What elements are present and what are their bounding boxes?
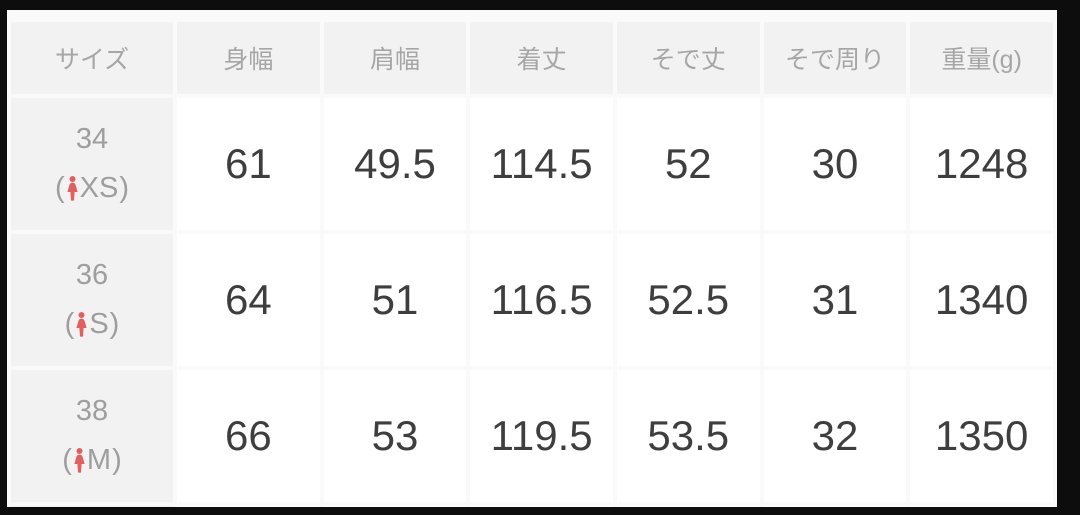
measurement-cell xyxy=(616,506,760,507)
measurement-cell: 52.5 xyxy=(616,234,760,366)
size-letter: M xyxy=(86,444,112,476)
size-number: 34 xyxy=(75,123,109,155)
table-row-partial xyxy=(11,506,1053,507)
size-letter: XS xyxy=(79,172,119,204)
woman-icon xyxy=(66,176,79,201)
size-label: ( S) xyxy=(12,308,172,341)
size-letter: S xyxy=(89,308,109,340)
measurement-cell: 49.5 xyxy=(323,98,467,230)
measurement-cell: 1340 xyxy=(910,234,1053,366)
measurement-cell: 114.5 xyxy=(470,98,613,230)
size-cell: 36 ( S) xyxy=(11,234,173,366)
size-cell: 38 ( M) xyxy=(11,370,173,502)
measurement-cell: 66 xyxy=(177,370,320,502)
measurement-cell xyxy=(470,506,613,507)
size-cell: 34 ( XS) xyxy=(11,98,173,230)
measurement-cell: 53 xyxy=(323,370,467,502)
table-row: 34 ( XS) 61 49.5 114.5 52 30 1248 xyxy=(11,98,1053,230)
header-cell-body-width: 身幅 xyxy=(177,22,320,94)
measurement-cell: 31 xyxy=(763,234,907,366)
size-label: ( XS) xyxy=(12,172,172,205)
measurement-cell xyxy=(763,506,907,507)
measurement-cell: 51 xyxy=(323,234,467,366)
measurement-cell xyxy=(323,506,467,507)
open-paren: ( xyxy=(64,308,75,340)
close-paren: ) xyxy=(112,444,122,476)
open-paren: ( xyxy=(62,444,72,476)
size-chart-panel: サイズ 身幅 肩幅 着丈 そで丈 そで周り 重量(g) 34 ( XS) 61 4… xyxy=(7,10,1057,507)
header-cell-size: サイズ xyxy=(11,22,173,94)
header-row: サイズ 身幅 肩幅 着丈 そで丈 そで周り 重量(g) xyxy=(11,22,1053,94)
size-chart-table: サイズ 身幅 肩幅 着丈 そで丈 そで周り 重量(g) 34 ( XS) 61 4… xyxy=(7,18,1057,507)
header-cell-sleeve-circumference: そで周り xyxy=(763,22,907,94)
size-label: ( M) xyxy=(12,444,172,477)
size-number: 38 xyxy=(75,395,109,427)
measurement-cell xyxy=(910,506,1053,507)
measurement-cell: 53.5 xyxy=(616,370,760,502)
header-cell-shoulder-width: 肩幅 xyxy=(323,22,467,94)
table-row: 38 ( M) 66 53 119.5 53.5 32 1350 xyxy=(11,370,1053,502)
measurement-cell: 116.5 xyxy=(470,234,613,366)
measurement-cell: 30 xyxy=(763,98,907,230)
measurement-cell: 1350 xyxy=(910,370,1053,502)
measurement-cell: 119.5 xyxy=(470,370,613,502)
close-paren: ) xyxy=(109,308,120,340)
close-paren: ) xyxy=(119,172,130,204)
size-number: 36 xyxy=(75,259,109,291)
header-cell-sleeve-length: そで丈 xyxy=(616,22,760,94)
measurement-cell: 52 xyxy=(616,98,760,230)
measurement-cell: 61 xyxy=(177,98,320,230)
size-cell xyxy=(11,506,173,507)
measurement-cell: 32 xyxy=(763,370,907,502)
header-cell-length: 着丈 xyxy=(470,22,613,94)
letterbox-bottom-bar xyxy=(0,507,1080,515)
measurement-cell xyxy=(177,506,320,507)
woman-icon xyxy=(75,312,88,337)
woman-icon xyxy=(73,448,86,473)
measurement-cell: 64 xyxy=(177,234,320,366)
open-paren: ( xyxy=(54,172,65,204)
header-cell-weight: 重量(g) xyxy=(910,22,1053,94)
table-row: 36 ( S) 64 51 116.5 52.5 31 1340 xyxy=(11,234,1053,366)
measurement-cell: 1248 xyxy=(910,98,1053,230)
